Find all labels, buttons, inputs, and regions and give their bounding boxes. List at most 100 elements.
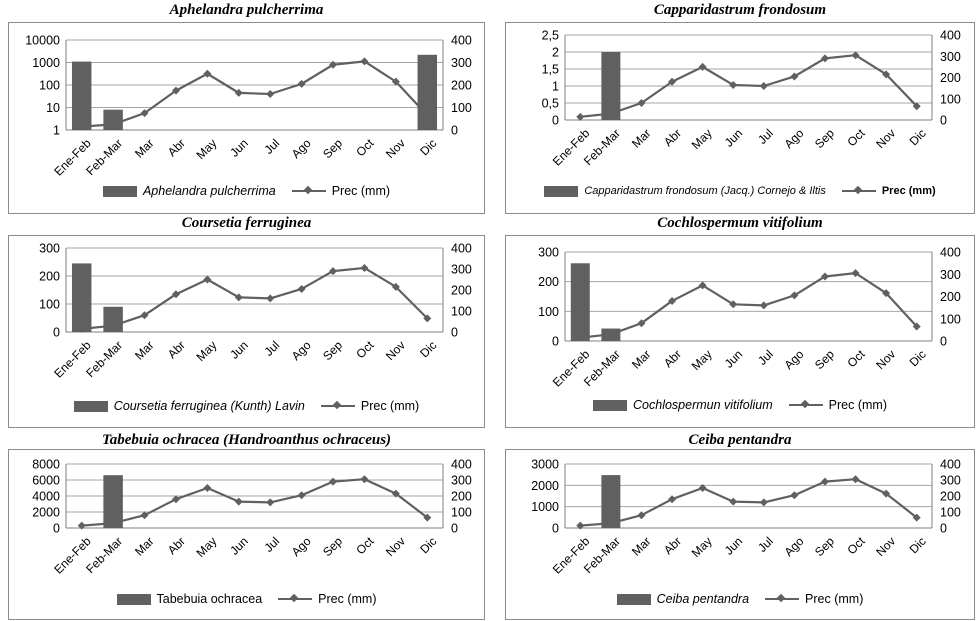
y-tick-label: 10 — [46, 101, 60, 115]
precip-marker-jul — [759, 498, 768, 507]
y-tick-label: 0 — [552, 522, 559, 536]
legend-line-swatch — [765, 594, 800, 605]
x-tick-label: Sep — [812, 126, 837, 151]
precip-marker-sep — [820, 477, 829, 486]
legend-bar-swatch — [544, 185, 579, 197]
precip-marker-jun — [234, 88, 243, 97]
precip-marker-mar — [637, 99, 646, 107]
y2-tick-label: 200 — [940, 490, 961, 504]
x-tick-label: Dic — [417, 338, 439, 360]
precip-marker-may — [698, 281, 707, 290]
precip-marker-mar — [637, 511, 646, 520]
precip-marker-dic — [423, 314, 432, 323]
y2-tick-label: 100 — [940, 506, 961, 520]
chart-legend: Capparidastrum frondosum (Jacq.) Cornejo… — [505, 185, 975, 197]
chart-panel-tabebuia-ochracea-handroanthus-ochraceus: Tabebuia ochracea (Handroanthus ochraceu… — [8, 432, 485, 620]
x-tick-label: Sep — [320, 338, 345, 363]
precip-marker-dic — [912, 322, 921, 331]
chart-frame — [8, 22, 485, 214]
x-tick-label: Jun — [227, 338, 251, 362]
precip-marker-feb-mar — [109, 519, 118, 528]
y-tick-label: 100 — [39, 79, 60, 93]
y-tick-label: 1000 — [531, 500, 559, 514]
precip-marker-jul — [266, 498, 275, 507]
x-tick-label: Mar — [132, 338, 157, 363]
y2-tick-label: 200 — [451, 79, 472, 93]
legend-species-label: Cochlospermun vitifolium — [633, 398, 773, 412]
y2-tick-label: 200 — [940, 71, 961, 85]
bar-ene-feb — [71, 61, 92, 130]
legend-species-label: Tabebuia ochracea — [156, 592, 263, 606]
y2-tick-label: 100 — [451, 506, 472, 520]
x-tick-label: Mar — [629, 534, 654, 559]
legend-item-species: Coursetia ferruginea (Kunth) Lavin — [73, 399, 305, 413]
legend-bar-swatch — [102, 185, 137, 197]
x-tick-label: May — [194, 136, 220, 162]
precip-marker-oct — [360, 475, 369, 484]
chart-title: Aphelandra pulcherrima — [169, 2, 324, 18]
y2-tick-label: 400 — [451, 34, 472, 48]
y-tick-label: 300 — [39, 242, 60, 256]
precip-line — [81, 266, 429, 330]
y-tick-label: 200 — [39, 270, 60, 284]
y-tick-label: 100 — [39, 298, 60, 312]
y2-tick-label: 300 — [451, 56, 472, 70]
y-tick-label: 2,5 — [542, 29, 559, 43]
legend-species-label: Coursetia ferruginea (Kunth) Lavin — [113, 399, 305, 413]
precip-marker-abr — [668, 77, 677, 86]
x-tick-label: Oct — [353, 136, 377, 160]
x-tick-label: Ago — [781, 347, 806, 372]
y2-tick-label: 0 — [940, 335, 947, 349]
legend-species-label: Aphelandra pulcherrima — [142, 184, 276, 198]
bar-ene-feb — [71, 263, 92, 332]
legend-line-swatch — [278, 594, 313, 605]
precip-marker-ene-feb — [77, 521, 86, 530]
precip-marker-oct — [851, 51, 860, 60]
precip-marker-ene-feb — [576, 333, 585, 342]
precip-marker-nov — [882, 489, 891, 498]
bar-ene-feb — [570, 263, 590, 341]
precip-marker-dic — [912, 513, 921, 522]
legend-precip-label: Prec (mm) — [331, 184, 391, 198]
x-tick-label: Mar — [629, 347, 654, 372]
precip-marker-ago — [297, 79, 306, 88]
x-tick-label: May — [689, 534, 715, 560]
precip-marker-may — [203, 69, 212, 78]
precip-marker-dic — [423, 111, 432, 120]
precip-marker-jul — [759, 301, 768, 310]
precip-marker-mar — [140, 511, 149, 520]
y2-tick-label: 300 — [940, 268, 961, 282]
y2-tick-label: 300 — [451, 474, 472, 488]
precip-marker-may — [203, 484, 212, 492]
y2-tick-label: 400 — [940, 246, 961, 260]
x-tick-label: Jun — [227, 136, 251, 160]
precip-marker-mar — [140, 311, 149, 320]
precip-marker-nov — [882, 289, 891, 298]
y2-tick-label: 0 — [451, 522, 458, 536]
x-tick-label: Sep — [812, 534, 837, 559]
x-tick-label: Abr — [661, 126, 684, 149]
precip-marker-ene-feb — [77, 324, 86, 333]
x-tick-label: Jun — [722, 126, 746, 150]
x-tick-label: Jul — [755, 126, 776, 147]
x-tick-label: Dic — [907, 126, 929, 148]
x-tick-label: Ago — [781, 126, 806, 151]
chart-plot: 020004000600080000100200300400Ene-FebFeb… — [32, 458, 472, 577]
precip-marker-sep — [329, 477, 338, 486]
x-tick-label: Jul — [755, 347, 776, 368]
chart-frame — [505, 22, 975, 214]
x-tick-label: Mar — [629, 126, 654, 151]
bar-feb-mar — [103, 475, 123, 528]
precip-marker-oct — [360, 263, 369, 272]
x-tick-label: May — [194, 338, 220, 364]
legend-item-species: Aphelandra pulcherrima — [102, 184, 276, 198]
legend-item-precip: Prec (mm) — [765, 592, 863, 606]
chart-title: Tabebuia ochracea (Handroanthus ochraceu… — [101, 432, 392, 448]
x-tick-label: Nov — [383, 534, 408, 559]
x-tick-label: Sep — [320, 136, 345, 161]
precip-marker-feb-mar — [109, 120, 118, 129]
legend-bar-swatch — [73, 400, 108, 412]
precip-marker-oct — [851, 475, 860, 484]
legend-line-swatch — [320, 401, 355, 412]
